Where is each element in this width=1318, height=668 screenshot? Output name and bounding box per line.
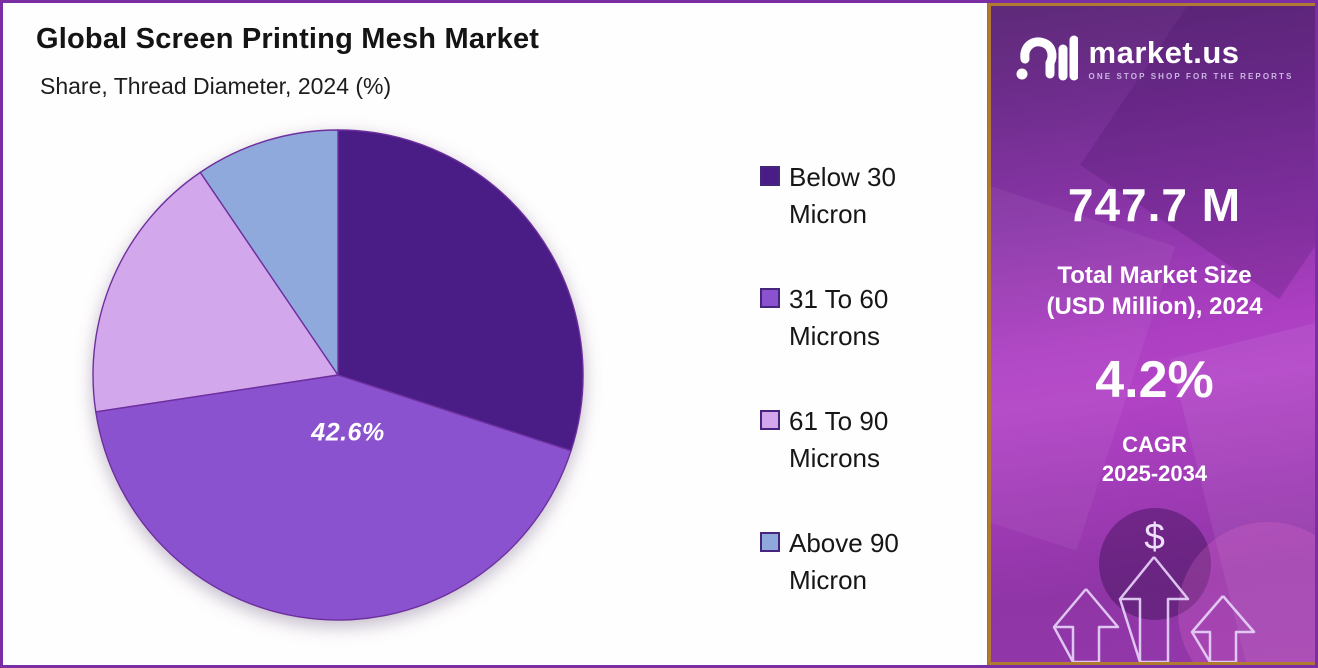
pie-slice-data-label: 42.6% [311,418,385,447]
legend-item-61-to-90-microns: 61 To 90 Microns [760,403,899,477]
sidebar: market.us ONE STOP SHOP FOR THE REPORTS … [988,3,1315,665]
legend-swatch [760,288,780,308]
pie-slice-above-90-micron [199,129,339,376]
pie-slice-below-30-micron [337,129,584,452]
legend-label: Above 90 Micron [789,528,899,595]
cagr-label-line2: 2025-2034 [1101,461,1208,486]
brand-logo: market.us ONE STOP SHOP FOR THE REPORTS [991,32,1315,86]
legend: Below 30 Micron 31 To 60 Microns 61 To 90 Mic… [760,159,899,599]
legend-item-above-90-micron: Above 90 Micron [760,525,899,599]
page-subtitle: Share, Thread Diameter, 2024 (%) [40,73,392,99]
chart-panel: Global Screen Printing Mesh Market Share… [3,3,988,665]
brand-name: market.us [1088,34,1240,70]
brand-tagline: ONE STOP SHOP FOR THE REPORTS [1088,71,1294,81]
legend-item-below-30-micron: Below 30 Micron [760,159,899,233]
legend-item-31-to-60-microns: 31 To 60 Microns [760,281,899,355]
pie-slice-61-to-90-microns [92,171,339,413]
legend-swatch [760,532,780,552]
legend-label: Below 30 Micron [789,162,896,229]
pie-chart-svg [92,129,584,621]
market-size-value: 747.7 M [1067,179,1242,231]
cagr-value: 4.2% [1095,351,1214,409]
cagr-label: CAGR 2025-2034 [991,430,1315,488]
pie-chart [88,125,588,625]
legend-label: 61 To 90 Microns [789,406,889,473]
marketus-logo-icon [1016,35,1078,81]
growth-arrows-icon [1052,556,1256,662]
market-size-label: Total Market Size (USD Million), 2024 [991,260,1315,322]
cagr-label-line1: CAGR [1122,432,1187,457]
legend-swatch [760,410,780,430]
market-size-label-line1: Total Market Size [1057,262,1252,289]
pie-slice-31-to-60-microns [95,374,572,621]
dollar-icon: $ [1144,516,1165,557]
market-size-label-line2: (USD Million), 2024 [1046,293,1263,320]
legend-label: 31 To 60 Microns [789,284,889,351]
page-title: Global Screen Printing Mesh Market [36,23,540,55]
legend-swatch [760,166,780,186]
